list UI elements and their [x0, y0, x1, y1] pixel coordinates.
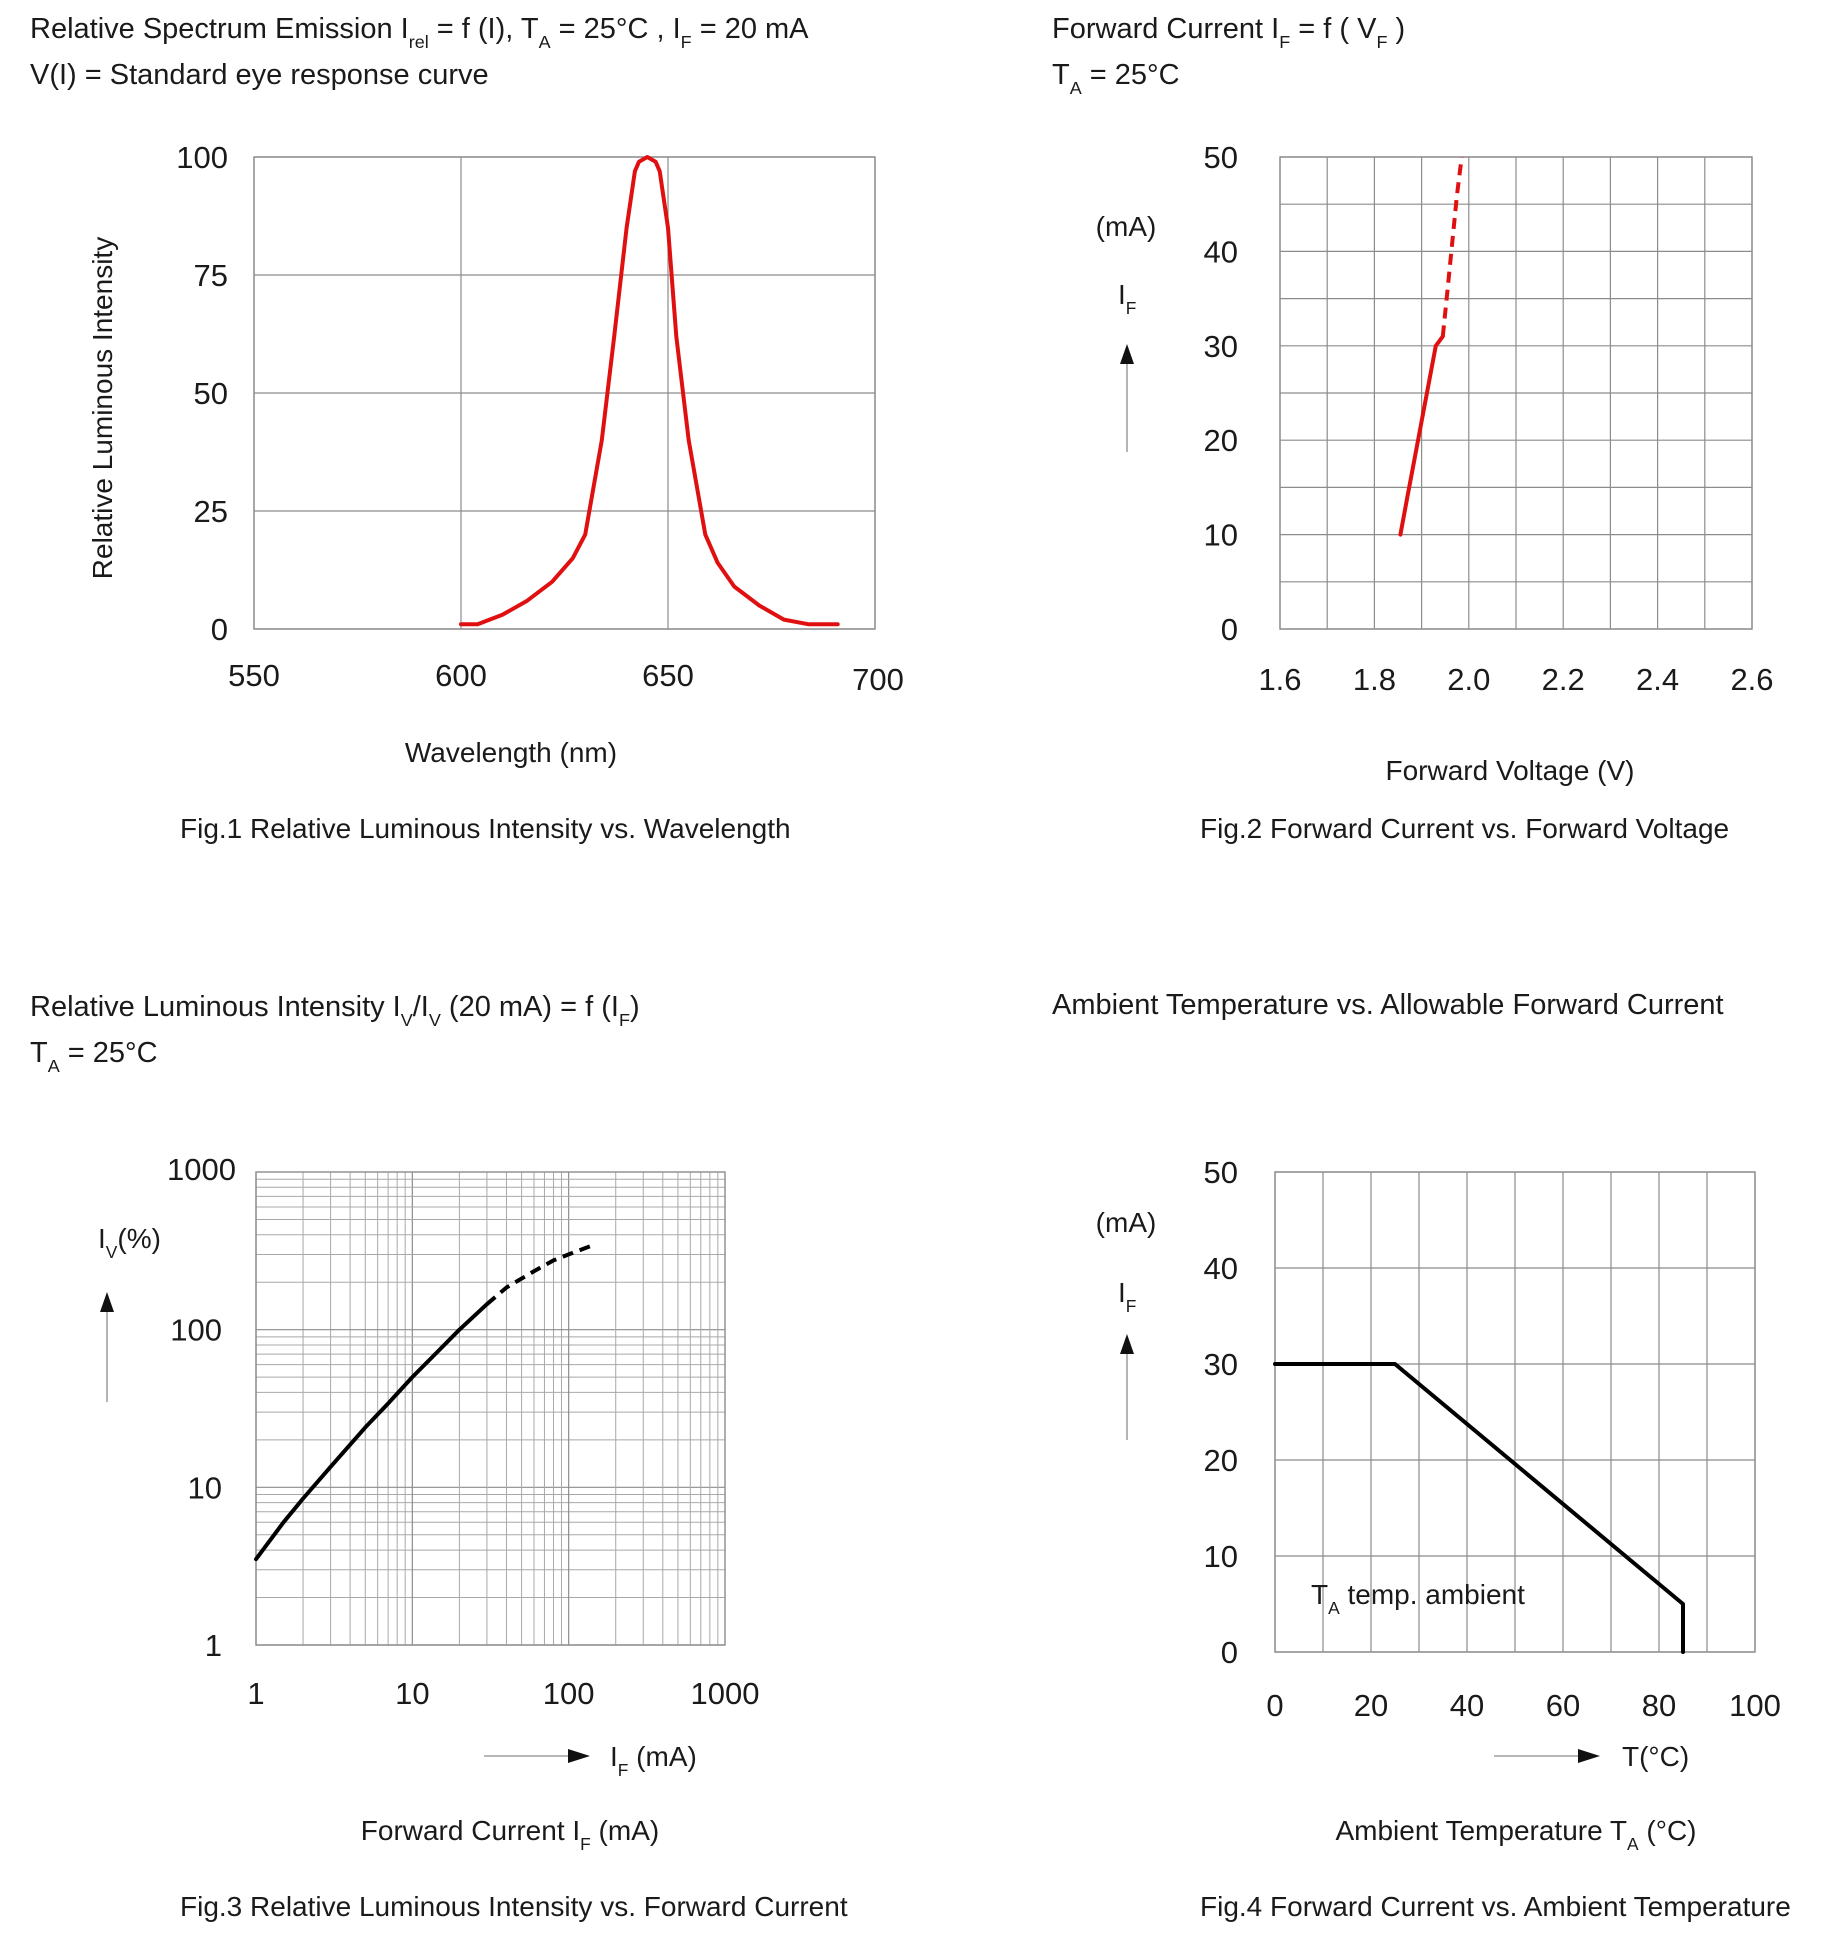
- fig4-annotation: TA temp. ambient: [1311, 1579, 1525, 1618]
- fig4-grid: [1274, 1171, 1756, 1653]
- fig2-unit-label: (mA): [1096, 211, 1157, 242]
- fig3-title: Relative Luminous Intensity IV/IV (20 mA…: [30, 991, 640, 1030]
- fig2-ytick-label: 50: [1204, 140, 1238, 175]
- fig2-ytick-label: 20: [1204, 423, 1238, 458]
- fig1-ytick-label: 0: [211, 612, 228, 647]
- fig4-unit-label: (mA): [1096, 1207, 1157, 1238]
- fig4-series-0: [1273, 1362, 1685, 1654]
- fig4-y-arrow: [1120, 1334, 1134, 1440]
- fig2-title: Forward Current IF = f ( VF ): [1052, 13, 1405, 52]
- fig3-axis-symbol: IV(%): [98, 1223, 161, 1262]
- fig3-ytick-label: 10: [188, 1470, 222, 1505]
- fig4-title: Ambient Temperature vs. Allowable Forwar…: [1052, 989, 1724, 1021]
- fig3-grid: [255, 1171, 726, 1646]
- fig2-xtick-label: 2.6: [1730, 662, 1773, 697]
- fig4-x-arrow-label: T(°C): [1622, 1741, 1689, 1772]
- fig4-ytick-label: 20: [1204, 1443, 1238, 1478]
- fig1-xtick-label: 550: [228, 658, 280, 693]
- fig4-x-arrow: [1494, 1749, 1600, 1763]
- fig4-ytick-label: 10: [1204, 1539, 1238, 1574]
- fig3-ytick-label: 1: [205, 1628, 222, 1663]
- fig3-y-arrow: [100, 1292, 114, 1402]
- fig2-caption: Fig.2 Forward Current vs. Forward Voltag…: [1200, 813, 1729, 844]
- fig3-xlabel: Forward Current IF (mA): [361, 1815, 659, 1854]
- fig1-ytick-label: 50: [194, 376, 228, 411]
- fig1-ylabel: Relative Luminous Intensity: [87, 237, 118, 579]
- fig4-xtick-label: 20: [1354, 1688, 1388, 1723]
- fig1-series-0: [459, 155, 840, 627]
- fig2-y-arrow: [1120, 344, 1134, 452]
- fig4-xtick-label: 60: [1546, 1688, 1580, 1723]
- fig1-xlabel: Wavelength (nm): [405, 737, 617, 768]
- fig1-caption: Fig.1 Relative Luminous Intensity vs. Wa…: [180, 813, 791, 844]
- fig1-ytick-label: 25: [194, 494, 228, 529]
- fig2-xtick-label: 2.2: [1542, 662, 1585, 697]
- fig2-series-1-dashed: [1440, 156, 1464, 337]
- fig1-xtick-label: 650: [642, 658, 694, 693]
- fig2-subtitle: TA = 25°C: [1052, 59, 1180, 98]
- fig1-ytick-label: 100: [176, 140, 228, 175]
- fig4-xtick-label: 100: [1729, 1688, 1781, 1723]
- fig1-ytick-label: 75: [194, 258, 228, 293]
- fig1-xtick-label: 600: [435, 658, 487, 693]
- fig3-caption: Fig.3 Relative Luminous Intensity vs. Fo…: [180, 1891, 848, 1922]
- fig4-ytick-label: 50: [1204, 1155, 1238, 1190]
- fig3-xtick-label: 100: [543, 1676, 595, 1711]
- fig3-ytick-label: 1000: [167, 1152, 236, 1187]
- fig4-ytick-label: 30: [1204, 1347, 1238, 1382]
- fig2-ytick-label: 0: [1221, 612, 1238, 647]
- fig3-xtick-label: 1000: [691, 1676, 760, 1711]
- fig2-grid: [1279, 156, 1753, 630]
- fig2-xtick-label: 2.4: [1636, 662, 1679, 697]
- fig2-xtick-label: 2.0: [1447, 662, 1490, 697]
- fig4-ytick-label: 0: [1221, 1635, 1238, 1670]
- fig2-ytick-label: 40: [1204, 234, 1238, 269]
- fig2-xlabel: Forward Voltage (V): [1386, 755, 1635, 786]
- fig3-ytick-label: 100: [170, 1313, 222, 1348]
- fig3-series-1-dashed: [485, 1242, 597, 1306]
- fig2-ytick-label: 30: [1204, 329, 1238, 364]
- fig4-axis-symbol: IF: [1118, 1277, 1136, 1316]
- fig4-xlabel: Ambient Temperature TA (°C): [1335, 1815, 1696, 1854]
- fig3-xtick-label: 1: [247, 1676, 264, 1711]
- fig1-grid: [253, 156, 876, 630]
- fig1-xtick-label: 700: [852, 662, 904, 697]
- fig3-xtick-label: 10: [395, 1676, 429, 1711]
- fig2-ytick-label: 10: [1204, 518, 1238, 553]
- fig2-series-0: [1398, 334, 1445, 537]
- fig2-axis-symbol: IF: [1118, 279, 1136, 318]
- fig4-xtick-label: 80: [1642, 1688, 1676, 1723]
- fig3-x-arrow: [484, 1749, 590, 1763]
- fig2-xtick-label: 1.8: [1353, 662, 1396, 697]
- fig3-series-0: [254, 1302, 489, 1562]
- fig1-title: Relative Spectrum Emission Irel = f (I),…: [30, 13, 809, 52]
- fig4-ytick-label: 40: [1204, 1251, 1238, 1286]
- fig4-caption: Fig.4 Forward Current vs. Ambient Temper…: [1200, 1891, 1791, 1922]
- fig1-subtitle: V(I) = Standard eye response curve: [30, 59, 489, 91]
- fig4-xtick-label: 40: [1450, 1688, 1484, 1723]
- fig3-x-arrow-label: IF (mA): [610, 1741, 697, 1780]
- fig2-xtick-label: 1.6: [1258, 662, 1301, 697]
- fig3-subtitle: TA = 25°C: [30, 1037, 158, 1076]
- fig4-xtick-label: 0: [1266, 1688, 1283, 1723]
